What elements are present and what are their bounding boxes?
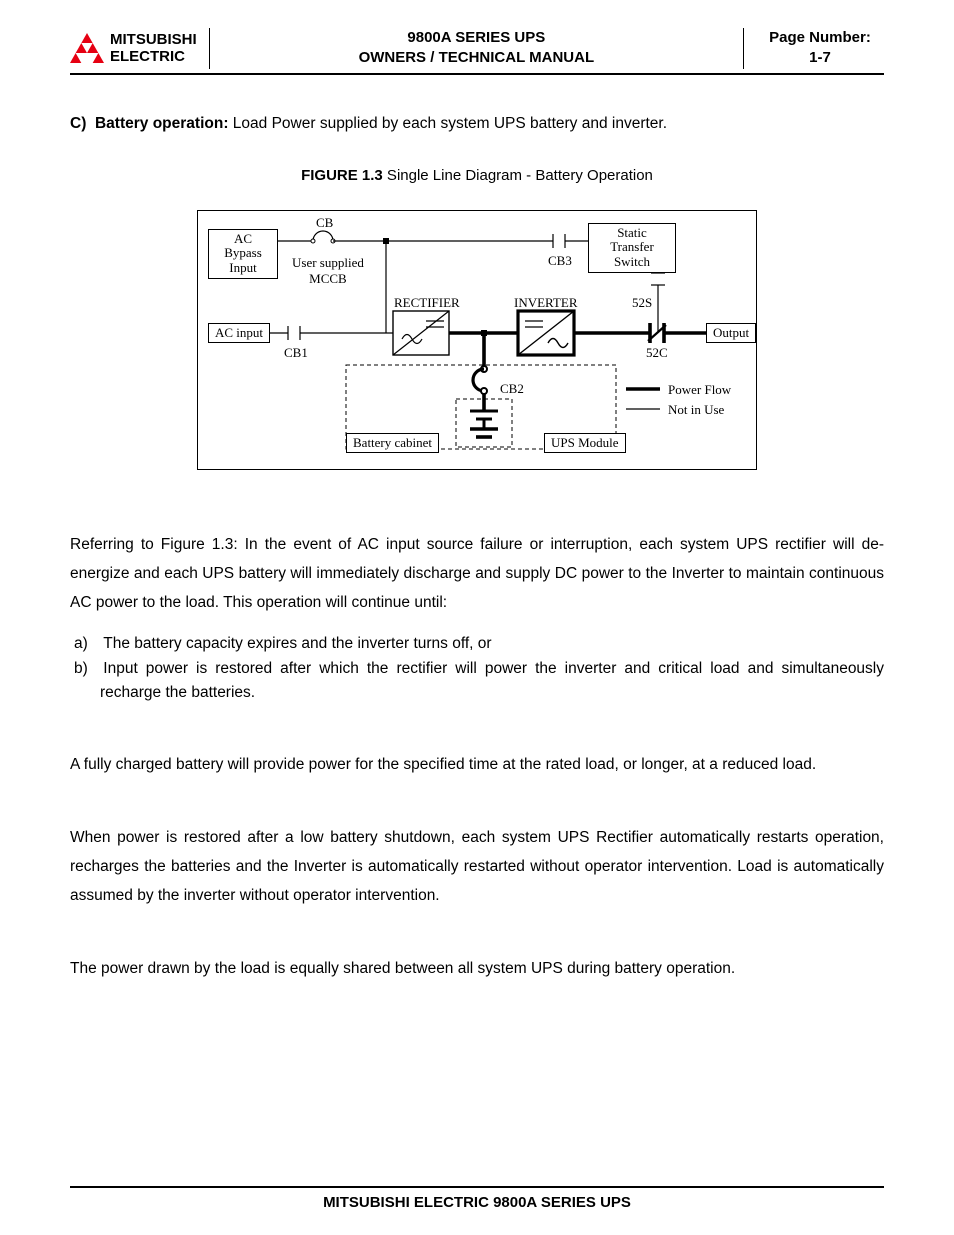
label: MCCB [309,271,347,286]
cb1-label: CB1 [284,345,308,361]
s52c-label: 52C [646,345,668,361]
label: AC input [215,325,263,340]
section-heading: C) Battery operation: Load Power supplie… [70,115,884,133]
label: AC Bypass [224,231,262,261]
title-line1: 9800A SERIES UPS [407,29,545,46]
single-line-diagram: AC Bypass Input Static Transfer Switch A… [197,210,757,470]
paragraph-4: The power drawn by the load is equally s… [70,954,884,983]
label: Battery cabinet [353,435,432,450]
paragraph-2: A fully charged battery will provide pow… [70,750,884,779]
inverter-label: INVERTER [514,295,578,311]
title-line2: OWNERS / TECHNICAL MANUAL [359,49,595,66]
battery-cabinet-box: Battery cabinet [346,433,439,454]
section-prefix: C) [70,115,86,132]
s52s-label: 52S [632,295,652,311]
page-label: Page Number: [769,29,871,46]
not-in-use-label: Not in Use [668,402,724,418]
label: UPS Module [551,435,619,450]
cb3-label: CB3 [548,253,572,269]
output-box: Output [706,323,756,344]
user-mccb-label: User supplied MCCB [292,255,364,287]
paragraph-3: When power is restored after a low batte… [70,823,884,911]
manual-title: 9800A SERIES UPS OWNERS / TECHNICAL MANU… [210,28,743,69]
list-item-b: b) Input power is restored after which t… [70,657,884,707]
section-text: Load Power supplied by each system UPS b… [228,115,667,132]
brand-block: MITSUBISHI ELECTRIC [70,28,209,69]
static-transfer-switch-box: Static Transfer Switch [588,223,676,274]
ups-module-box: UPS Module [544,433,626,454]
diagram-container: AC Bypass Input Static Transfer Switch A… [70,210,884,470]
power-flow-label: Power Flow [668,382,731,398]
mitsubishi-logo-icon [70,33,104,63]
ac-input-box: AC input [208,323,270,344]
label: Switch [614,254,650,269]
body-text: Referring to Figure 1.3: In the event of… [70,530,884,984]
cb-label: CB [316,215,333,231]
brand-line2: ELECTRIC [110,48,185,65]
paragraph-1: Referring to Figure 1.3: In the event of… [70,530,884,618]
brand-text: MITSUBISHI ELECTRIC [110,31,197,65]
figure-caption: FIGURE 1.3 Single Line Diagram - Battery… [70,167,884,184]
brand-line1: MITSUBISHI [110,31,197,48]
section-label: Battery operation: [95,115,229,132]
page-number: 1-7 [809,49,831,66]
label: User supplied [292,255,364,270]
label: Output [713,325,749,340]
figure-title: Single Line Diagram - Battery Operation [383,167,653,184]
page-number-block: Page Number: 1-7 [744,28,884,69]
label: Input [229,260,256,275]
page-header: MITSUBISHI ELECTRIC 9800A SERIES UPS OWN… [70,28,884,75]
footer-text: MITSUBISHI ELECTRIC 9800A SERIES UPS [323,1194,631,1211]
figure-number: FIGURE 1.3 [301,167,383,184]
rectifier-label: RECTIFIER [394,295,460,311]
cb2-label: CB2 [500,381,524,397]
page-footer: MITSUBISHI ELECTRIC 9800A SERIES UPS [70,1186,884,1211]
ac-bypass-input-box: AC Bypass Input [208,229,278,280]
list-item-a: a) The battery capacity expires and the … [70,632,884,657]
label: Static Transfer [610,225,654,255]
